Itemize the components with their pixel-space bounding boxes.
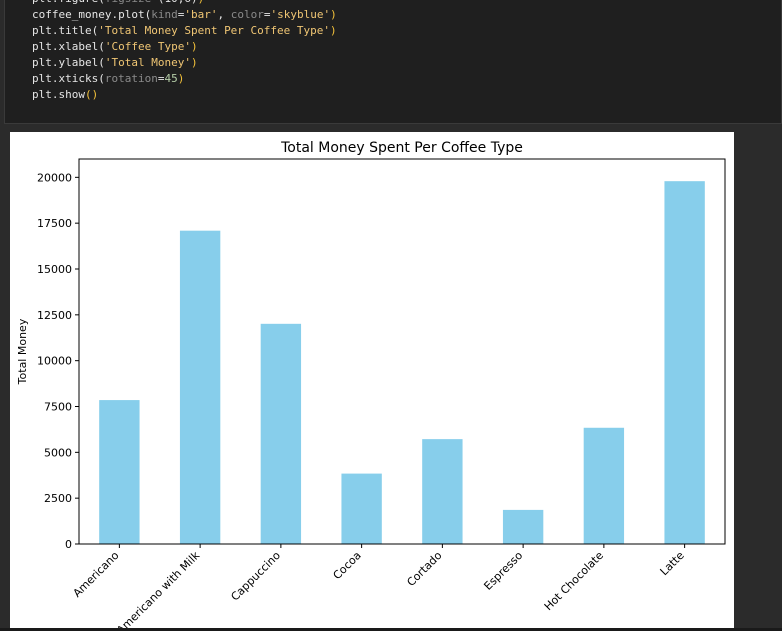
x-tick-label: Latte (658, 549, 687, 578)
bar-espresso (502, 509, 544, 544)
code-token: = (263, 8, 271, 21)
y-tick-label: 5000 (44, 446, 72, 459)
bar-hot-chocolate (583, 427, 625, 544)
y-tick-label: 17500 (37, 217, 72, 230)
code-token: ) (177, 72, 185, 85)
code-cell[interactable]: plt.figure(figsize=(10,6))coffee_money.p… (4, 0, 782, 124)
code-token: coffee_money.plot( (32, 8, 152, 21)
code-token: 'bar' (184, 8, 218, 21)
x-tick-label: Cortado (404, 549, 444, 589)
figure: 0 2500 5000 7500 10000 12500 15000 17500 20000 A… (10, 132, 734, 631)
code-token: rotation (104, 72, 158, 85)
code-token: = (177, 8, 185, 21)
code-token: plt.ylabel( (32, 56, 105, 69)
code-line: plt.show() (32, 87, 337, 103)
y-tick-label: 7500 (44, 401, 72, 414)
code-token: 'Coffee Type' (104, 40, 191, 53)
y-tick-label: 0 (65, 538, 72, 551)
bar-latte (664, 181, 705, 544)
bar-cappuccino (260, 323, 302, 544)
bar-cortado (422, 439, 463, 544)
y-ticks-group: 0 2500 5000 7500 10000 12500 15000 17500 20000 (37, 171, 79, 551)
code-token: plt.show (32, 88, 85, 101)
code-editor[interactable]: plt.figure(figsize=(10,6))coffee_money.p… (32, 0, 337, 103)
code-token: plt.xticks( (32, 72, 105, 85)
y-tick-label: 2500 (44, 492, 72, 505)
code-token: plt.title( (32, 24, 99, 37)
x-tick-label: Cappuccino (228, 549, 283, 604)
code-token: 'skyblue' (270, 8, 331, 21)
y-tick-label: 20000 (37, 171, 72, 184)
code-token: ) (190, 56, 198, 69)
code-token: ) (330, 8, 337, 21)
code-token: , (217, 8, 231, 21)
x-tick-label: Cocoa (331, 549, 364, 582)
x-tick-label: Americano with Milk (114, 548, 202, 631)
bar-americano (99, 400, 140, 544)
x-tick-label: Hot Chocolate (542, 549, 606, 613)
code-line: plt.figure(figsize=(10,6)) (32, 0, 337, 7)
code-token: () (84, 88, 99, 101)
code-line: plt.xticks(rotation=45) (32, 71, 337, 87)
status-strip (0, 628, 782, 631)
x-tick-label: Espresso (481, 549, 525, 593)
code-line: plt.xlabel('Coffee Type') (32, 39, 337, 55)
bar-chart: 0 2500 5000 7500 10000 12500 15000 17500 20000 A… (16, 140, 726, 631)
code-token: color (230, 8, 264, 21)
code-token: ) (198, 0, 205, 5)
axes-frame (78, 158, 726, 545)
code-line: plt.ylabel('Total Money') (32, 55, 337, 71)
code-token: plt.xlabel( (32, 40, 105, 53)
code-token: = (157, 72, 165, 85)
chart-title: Total Money Spent Per Coffee Type (280, 140, 523, 156)
bar-cocoa (341, 473, 382, 544)
bars-group (99, 181, 705, 544)
y-tick-label: 10000 (37, 355, 72, 368)
y-tick-label: 15000 (37, 263, 72, 276)
code-token: 'Total Money' (104, 56, 191, 69)
code-token: 'Total Money Spent Per Coffee Type' (98, 24, 331, 37)
code-line: plt.title('Total Money Spent Per Coffee … (32, 23, 337, 39)
y-axis-label: Total Money (16, 318, 29, 385)
cell-output: 0 2500 5000 7500 10000 12500 15000 17500 20000 A… (0, 124, 782, 631)
y-tick-label: 12500 (37, 309, 72, 322)
code-token: kind (151, 8, 178, 21)
code-token: figsize (105, 0, 151, 5)
code-token: ) (330, 24, 337, 37)
x-tick-label: Americano (71, 549, 122, 600)
bar-americano-with-milk (179, 230, 221, 544)
code-token: ) (190, 40, 198, 53)
code-token: 45 (164, 72, 178, 85)
code-token: =(10,6) (151, 0, 197, 5)
code-token: plt.figure( (32, 0, 105, 5)
code-line: coffee_money.plot(kind='bar', color='sky… (32, 7, 337, 23)
